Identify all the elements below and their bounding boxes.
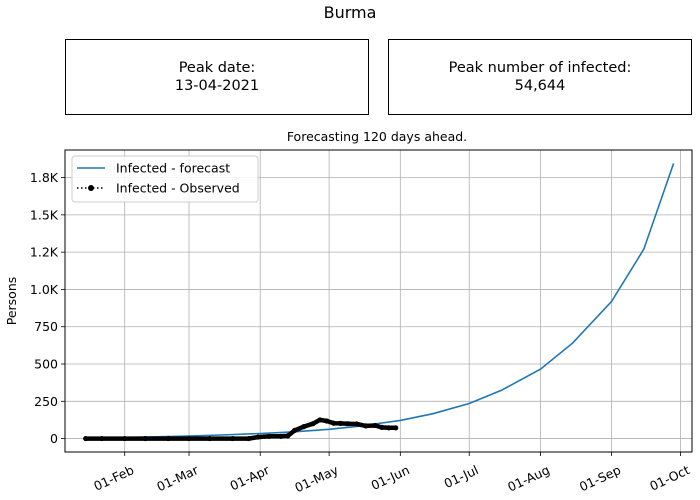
observed-point (142, 435, 148, 442)
observed-point (292, 427, 298, 433)
y-ticks: 0 250 500 750 1.0K 1.2K 1.5K 1.8K (30, 170, 65, 446)
x-tick-label: 01-May (292, 462, 341, 495)
observed-point (354, 421, 360, 427)
observed-point (230, 435, 236, 442)
observed-point (363, 423, 369, 429)
peak-date-box: Peak date: 13-04-2021 (65, 39, 369, 115)
observed-point (324, 418, 330, 424)
x-tick-label: 01-Apr (228, 462, 273, 494)
figure-title: Burma (323, 3, 377, 22)
y-tick-label: 1.0K (30, 282, 59, 297)
observed-point (246, 435, 252, 442)
observed-point (122, 435, 128, 442)
observed-point (83, 435, 89, 442)
plot-frame (64, 149, 693, 453)
x-tick-label: 01-Jun (369, 462, 412, 493)
legend-label: Infected - forecast (116, 161, 230, 176)
x-tick-label: 01-Oct (647, 462, 692, 494)
y-tick-label: 1.5K (30, 207, 59, 222)
observed-point (266, 433, 273, 439)
observed-point (310, 421, 316, 427)
x-tick-label: 01-Sep (577, 462, 623, 494)
peak-date-value: 13-04-2021 (174, 78, 260, 94)
observed-point (386, 425, 392, 431)
y-tick-label: 0 (50, 431, 58, 446)
peak-infected-box: Peak number of infected: 54,644 (388, 39, 692, 115)
legend-marker (88, 185, 94, 191)
observed-point (379, 424, 385, 430)
peak-infected-label: Peak number of infected: (448, 60, 632, 76)
observed-point (285, 433, 291, 439)
legend-label: Infected - Observed (116, 181, 240, 196)
observed-point (99, 435, 105, 442)
observed-point (331, 420, 337, 426)
y-axis-label: Persons (4, 277, 19, 326)
legend-frame (71, 155, 259, 203)
x-tick-label: 01-Feb (91, 462, 136, 494)
observed-point (338, 420, 344, 426)
observed-point (301, 424, 307, 430)
y-tick-label: 500 (34, 357, 58, 372)
x-tick-label: 01-Jul (442, 462, 481, 491)
y-tick-label: 750 (34, 319, 58, 334)
legend: Infected - forecast Infected - Observed (71, 155, 259, 203)
observed-point (393, 425, 399, 431)
observed-point (278, 433, 284, 439)
x-tick-label: 01-Mar (154, 462, 201, 495)
observed-point (317, 417, 323, 423)
peak-infected-value: 54,644 (514, 78, 566, 94)
y-tick-label: 1.2K (30, 245, 59, 260)
x-ticks: 01-Feb 01-Mar 01-Apr 01-May 01-Jun 01-Jul 01-A… (91, 452, 692, 495)
forecast-line (85, 163, 675, 439)
x-tick-label: 01-Aug (505, 462, 552, 494)
observed-point (255, 434, 261, 440)
peak-date-label: Peak date: (178, 60, 256, 76)
observed-point (207, 435, 213, 442)
observed-point (344, 421, 351, 427)
series-layer (83, 163, 675, 442)
observed-point (186, 435, 192, 442)
y-tick-label: 250 (34, 394, 58, 409)
y-tick-label: 1.8K (30, 170, 59, 185)
observed-point (165, 435, 171, 442)
chart-title: Forecasting 120 days ahead. (287, 129, 467, 144)
observed-point (372, 422, 378, 429)
